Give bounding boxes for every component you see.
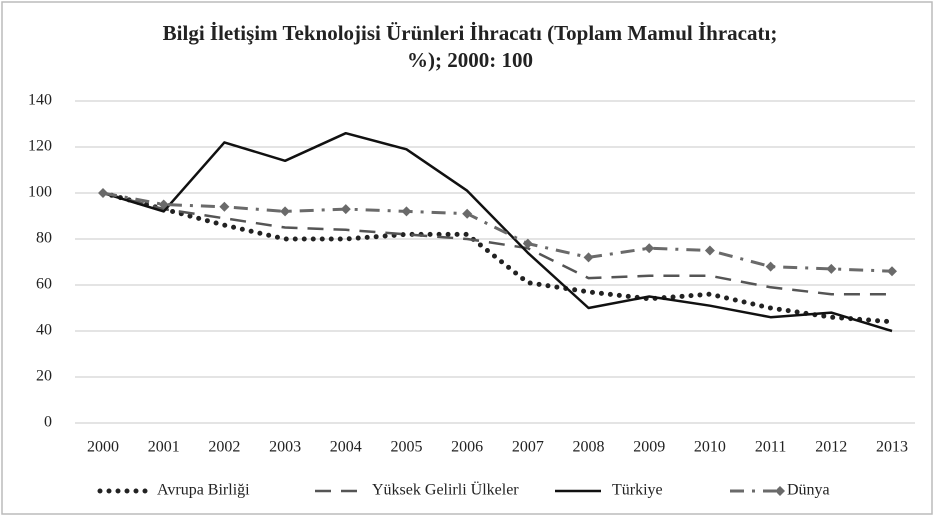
legend-label: Türkiye: [612, 482, 663, 499]
legend-label: Dünya: [787, 482, 830, 499]
y-tick-label: 120: [28, 138, 52, 155]
series-line: [100, 190, 895, 325]
legend-label: Yüksek Gelirli Ülkeler: [372, 481, 519, 499]
x-tick-label: 2012: [815, 439, 847, 456]
legend-marker: [775, 486, 785, 496]
y-tick-label: 60: [36, 276, 52, 293]
x-tick-label: 2011: [755, 439, 786, 456]
y-tick-label: 20: [36, 368, 52, 385]
series-line: [102, 191, 893, 273]
x-tick-label: 2004: [330, 439, 362, 456]
point-marker: [765, 261, 776, 272]
point-marker: [219, 201, 230, 212]
x-tick-label: 2007: [512, 439, 544, 456]
y-tick-label: 100: [28, 184, 52, 201]
point-marker: [583, 252, 594, 263]
x-tick-label: 2010: [694, 439, 726, 456]
chart-title: Bilgi İletişim Teknolojisi Ürünleri İhra…: [162, 21, 778, 72]
point-marker: [704, 245, 715, 256]
x-tick-label: 2003: [269, 439, 301, 456]
y-tick-label: 0: [44, 414, 52, 431]
y-tick-label: 40: [36, 322, 52, 339]
x-tick-label: 2001: [148, 439, 180, 456]
x-tick-label: 2000: [87, 439, 119, 456]
point-marker: [887, 266, 897, 277]
y-tick-label: 140: [28, 92, 52, 109]
y-tick-label: 80: [36, 230, 52, 247]
x-tick-label: 2008: [573, 439, 605, 456]
legend-label: Avrupa Birliği: [157, 482, 250, 499]
point-marker: [98, 188, 108, 198]
point-marker: [522, 238, 533, 249]
point-marker: [826, 263, 837, 274]
x-tick-label: 2005: [390, 439, 422, 456]
series-line: [102, 131, 893, 333]
point-marker: [644, 243, 655, 254]
x-tick-label: 2006: [451, 439, 483, 456]
x-tick-label: 2002: [208, 439, 240, 456]
point-marker: [462, 208, 473, 219]
point-marker: [401, 206, 412, 217]
point-marker: [280, 206, 291, 217]
x-tick-label: 2009: [633, 439, 665, 456]
point-marker: [340, 204, 351, 215]
series-line: [102, 191, 892, 296]
point-marker: [158, 199, 169, 210]
x-tick-label: 2013: [876, 439, 908, 456]
